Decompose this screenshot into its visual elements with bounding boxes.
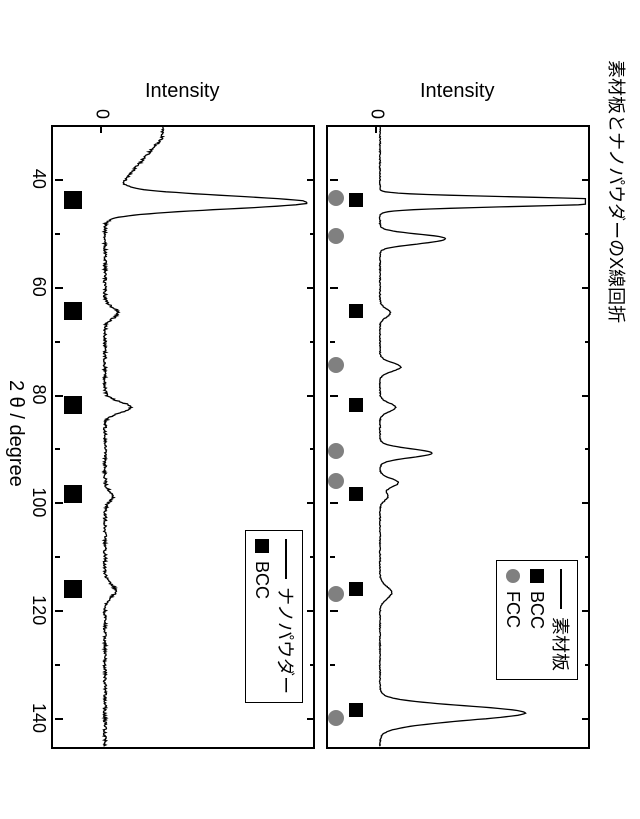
x-tick-label: 140 [28, 703, 49, 733]
legend-row: BCC [250, 539, 274, 694]
legend-square-icon [530, 569, 544, 583]
y-axis-label: Intensity [420, 80, 494, 103]
fcc-marker [329, 357, 345, 373]
page-title: 素材板とナノパウダーのX線回折 [604, 60, 630, 323]
x-tick-label: 40 [28, 169, 49, 189]
fcc-marker [329, 473, 345, 489]
fcc-marker [329, 710, 345, 726]
y-tick-label: 0 [91, 89, 112, 119]
bcc-marker [64, 302, 82, 320]
legend-square-icon [255, 539, 269, 553]
fcc-marker [329, 443, 345, 459]
bcc-marker [64, 396, 82, 414]
x-tick-label: 80 [28, 385, 49, 405]
fcc-marker [329, 586, 345, 602]
legend-label: 素材板 [548, 617, 574, 671]
bcc-marker [349, 703, 363, 717]
x-tick-label: 120 [28, 595, 49, 625]
y-tick-label: 0 [366, 89, 387, 119]
x-tick-label: 100 [28, 487, 49, 517]
bcc-marker [349, 304, 363, 318]
legend-label: BCC [252, 561, 273, 599]
bcc-marker [64, 485, 82, 503]
legend-circle-icon [506, 569, 520, 583]
bcc-marker [64, 580, 82, 598]
bcc-marker [349, 487, 363, 501]
fcc-marker [329, 190, 345, 206]
legend-row: 素材板 [549, 569, 573, 671]
legend-label: BCC [527, 591, 548, 629]
x-axis-label: 2 θ / degree [4, 380, 27, 487]
legend-row: BCC [525, 569, 549, 671]
legend-row: ナノパウダー [274, 539, 298, 694]
legend-bottom: ナノパウダーBCC [245, 530, 303, 703]
bcc-marker [349, 193, 363, 207]
y-axis-label: Intensity [145, 80, 219, 103]
legend-label: ナノパウダー [273, 587, 299, 694]
bcc-marker [64, 191, 82, 209]
legend-line-icon [285, 539, 287, 579]
legend-label: FCC [503, 591, 524, 628]
bcc-marker [349, 582, 363, 596]
legend-top: 素材板BCCFCC [496, 560, 578, 680]
bcc-marker [349, 398, 363, 412]
legend-row: FCC [501, 569, 525, 671]
legend-line-icon [560, 569, 562, 609]
x-tick-label: 60 [28, 277, 49, 297]
fcc-marker [329, 228, 345, 244]
